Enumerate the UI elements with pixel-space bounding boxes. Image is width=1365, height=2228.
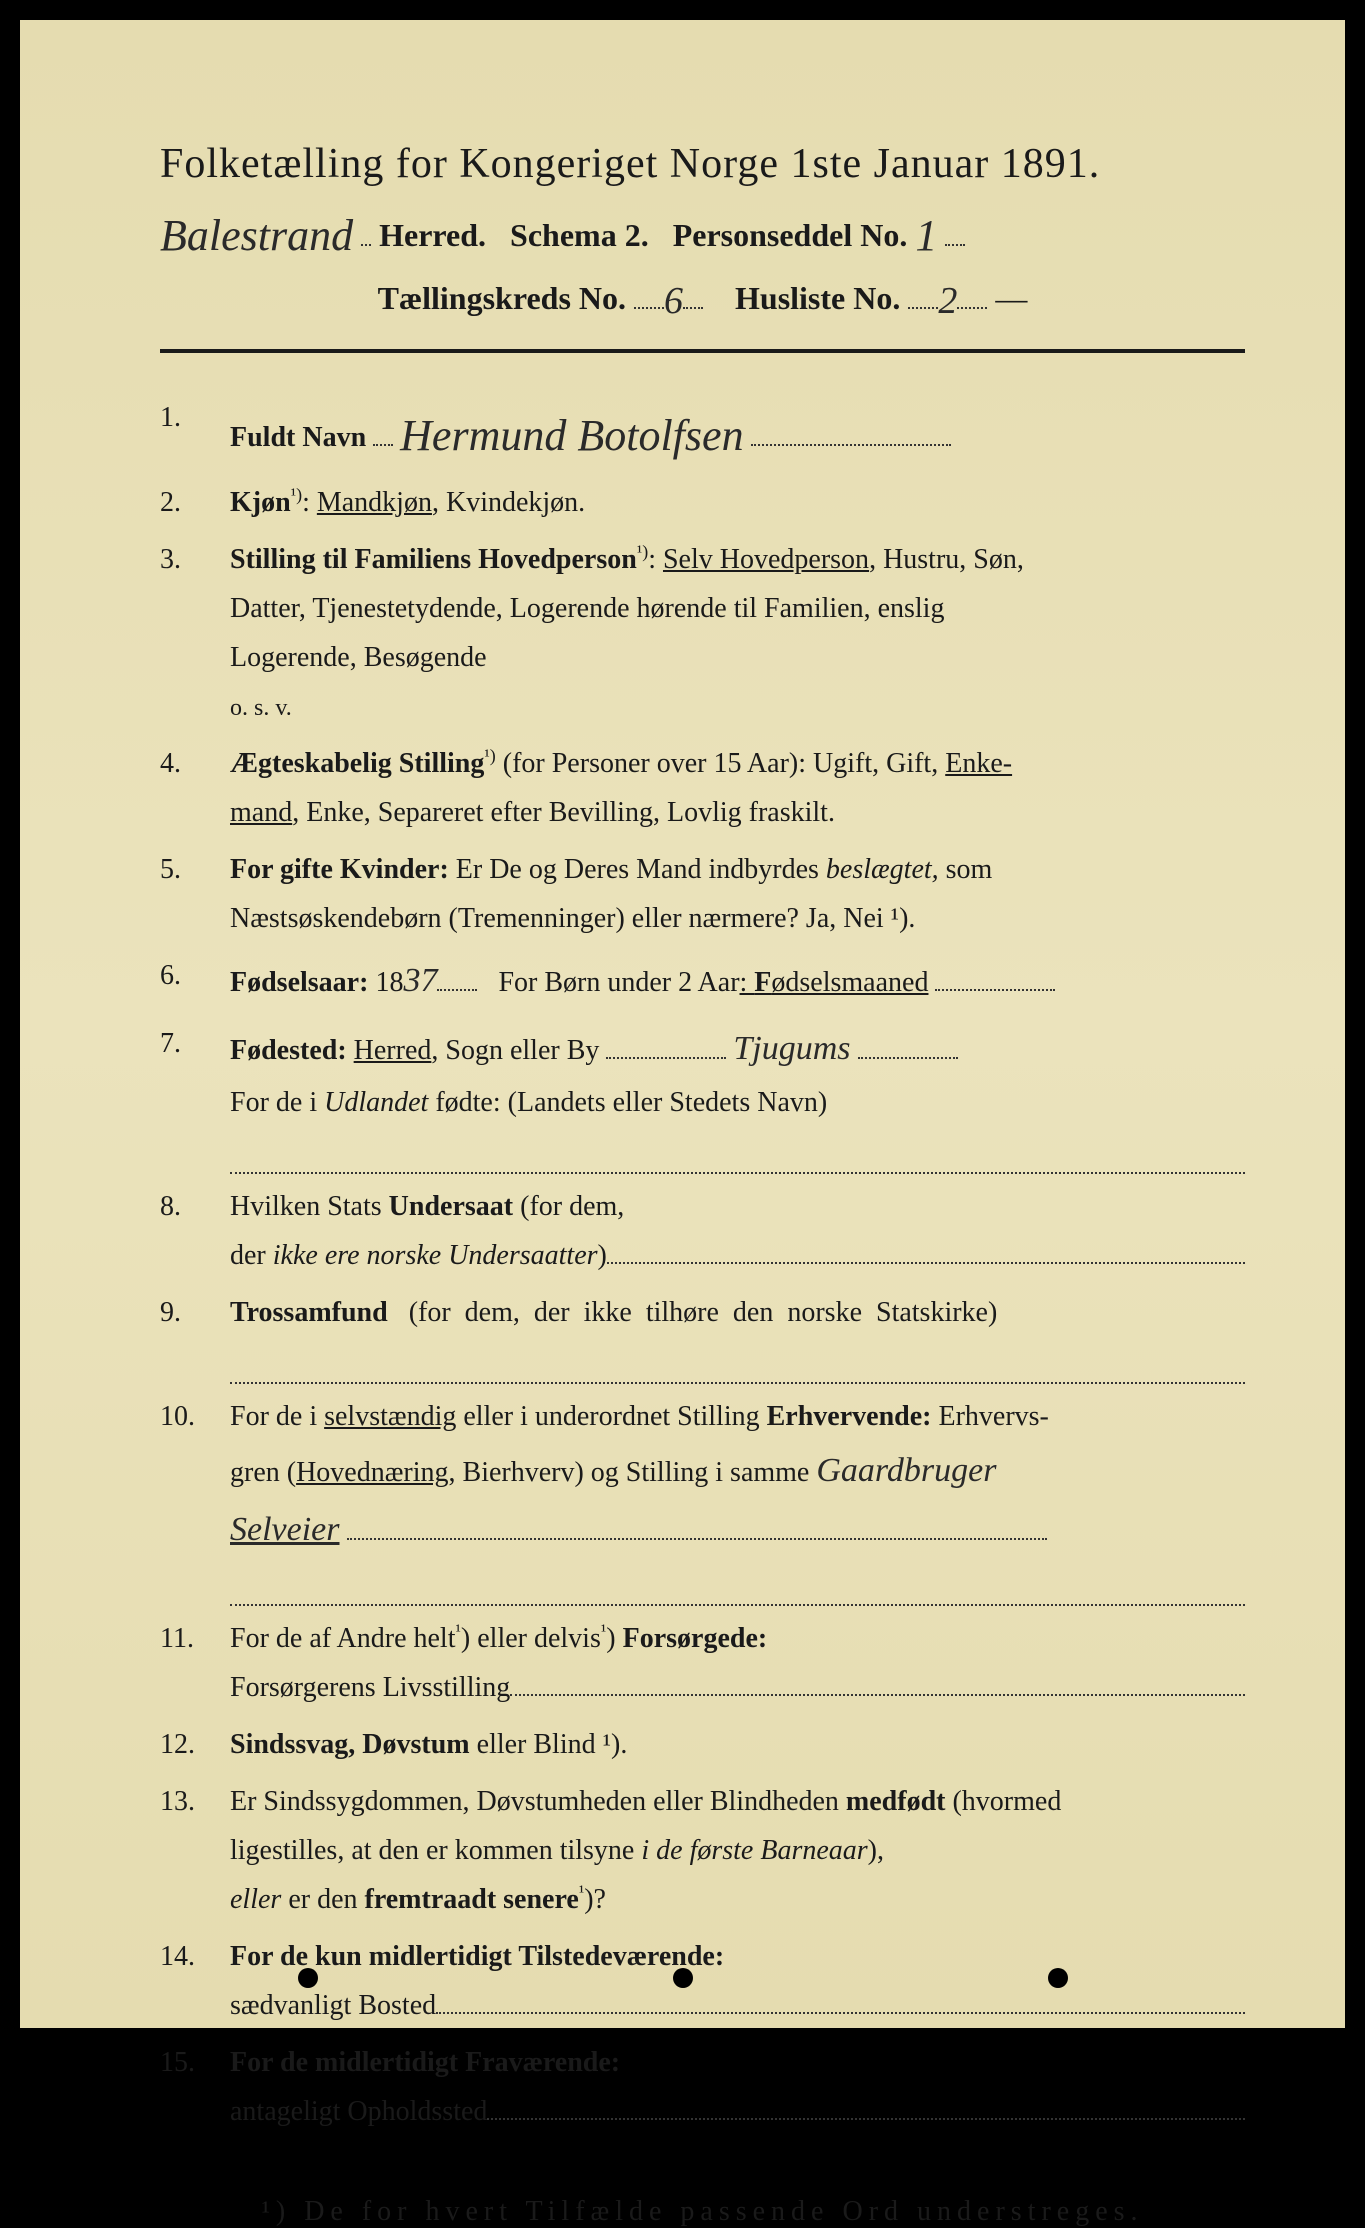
census-form-page: Folketælling for Kongeriget Norge 1ste J…	[0, 0, 1365, 2048]
f6-label: Fødselsaar:	[230, 967, 368, 998]
herred-value: Balestrand	[160, 211, 353, 260]
hole-icon	[673, 1968, 693, 1988]
schema-label: Schema 2.	[510, 217, 649, 253]
field-8: Hvilken Stats Undersaat (for dem, der ik…	[160, 1182, 1245, 1280]
form-fields-list: Fuldt Navn Hermund Botolfsen Kjøn¹): Man…	[160, 393, 1245, 2136]
f15-label: For de midlertidigt Fraværende:	[230, 2047, 620, 2078]
header-line-3: Tællingskreds No. 6 Husliste No. 2 —	[160, 275, 1245, 319]
field-15: For de midlertidigt Fraværende: antageli…	[160, 2038, 1245, 2136]
f7-label: Fødested:	[230, 1035, 347, 1066]
f5-line2: Næstsøskendebørn (Tremenninger) eller næ…	[230, 903, 915, 934]
field-13: Er Sindssygdommen, Døvstumheden eller Bl…	[160, 1777, 1245, 1924]
field-7: Fødested: Herred, Sogn eller By Tjugums …	[160, 1019, 1245, 1174]
taellingskreds-label: Tællingskreds No.	[378, 280, 626, 316]
field-5: For gifte Kvinder: Er De og Deres Mand i…	[160, 845, 1245, 943]
husliste-label: Husliste No.	[735, 280, 900, 316]
hole-icon	[298, 1968, 318, 1988]
field-11: For de af Andre helt¹) eller delvis¹) Fo…	[160, 1614, 1245, 1712]
field-3: Stilling til Familiens Hovedperson¹): Se…	[160, 535, 1245, 731]
field-9: Trossamfund (for dem, der ikke tilhøre d…	[160, 1288, 1245, 1384]
f2-underlined: Mandkjøn	[317, 487, 432, 518]
binding-holes	[20, 1968, 1345, 1988]
field-10: For de i selvstændig eller i underordnet…	[160, 1392, 1245, 1607]
footnote: ¹) De for hvert Tilfælde passende Ord un…	[160, 2196, 1245, 2228]
taellingskreds-no: 6	[664, 280, 683, 322]
divider-rule	[160, 349, 1245, 353]
f1-value: Hermund Botolfsen	[400, 411, 743, 460]
f3-osv: o. s. v.	[230, 695, 292, 721]
header-line-2: Balestrand Herred. Schema 2. Personsedde…	[160, 206, 1245, 257]
f7-value: Tjugums	[733, 1030, 850, 1067]
f2-label: Kjøn	[230, 487, 291, 518]
f3-line2: Datter, Tjenestetydende, Logerende høren…	[230, 593, 944, 624]
field-12: Sindssvag, Døvstum eller Blind ¹).	[160, 1720, 1245, 1769]
f10-value: Gaardbruger	[816, 1452, 996, 1489]
f3-underlined: Selv Hovedperson	[663, 544, 869, 575]
field-2: Kjøn¹): Mandkjøn, Kvindekjøn.	[160, 478, 1245, 527]
document-title: Folketælling for Kongeriget Norge 1ste J…	[160, 140, 1245, 188]
husliste-no: 2	[938, 280, 957, 322]
f12-label: Sindssvag, Døvstum	[230, 1729, 470, 1760]
f9-label: Trossamfund	[230, 1297, 388, 1328]
f4-label: Ægteskabelig Stilling	[230, 748, 484, 779]
f3-label: Stilling til Familiens Hovedperson	[230, 544, 637, 575]
f7-underlined: Herred	[354, 1035, 432, 1066]
f1-label: Fuldt Navn	[230, 422, 366, 453]
personseddel-label: Personseddel No.	[673, 217, 908, 253]
personseddel-no: 1	[915, 211, 937, 260]
f6-year: 37	[403, 962, 437, 999]
field-1: Fuldt Navn Hermund Botolfsen	[160, 393, 1245, 470]
hole-icon	[1048, 1968, 1068, 1988]
field-4: Ægteskabelig Stilling¹) (for Personer ov…	[160, 739, 1245, 837]
f5-label: For gifte Kvinder:	[230, 854, 449, 885]
f4-paren: (for Personer over 15 Aar):	[503, 748, 806, 779]
field-6: Fødselsaar: 1837 For Børn under 2 Aar: F…	[160, 951, 1245, 1011]
herred-label: Herred.	[379, 217, 486, 253]
f3-line3: Logerende, Besøgende	[230, 642, 487, 673]
